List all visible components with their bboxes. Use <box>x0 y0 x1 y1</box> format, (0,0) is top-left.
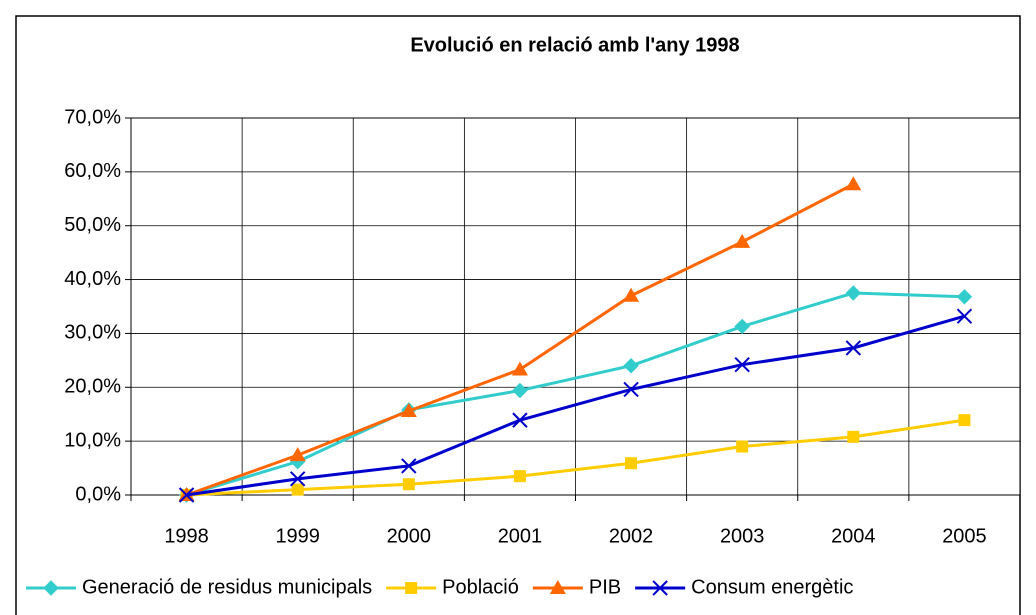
x-tick-label: 2005 <box>942 525 987 547</box>
marker <box>623 287 640 302</box>
marker <box>291 483 304 496</box>
series-line <box>186 291 965 497</box>
x-tick-label: 2002 <box>609 525 654 547</box>
marker <box>289 471 306 487</box>
marker <box>734 233 751 248</box>
chart-title: Evolució en relació amb l'any 1998 <box>410 34 739 56</box>
marker <box>736 440 749 453</box>
marker <box>549 580 566 594</box>
marker <box>956 289 973 305</box>
marker <box>734 356 750 373</box>
y-tick-label: 60,0% <box>64 160 121 182</box>
x-tick-label: 2003 <box>720 525 765 547</box>
x-tick-label: 2004 <box>831 525 876 547</box>
marker <box>845 176 862 191</box>
marker <box>956 308 973 324</box>
marker <box>845 285 862 301</box>
marker <box>511 361 528 376</box>
y-tick-label: 0,0% <box>75 483 121 505</box>
y-tick-label: 70,0% <box>64 106 121 128</box>
legend-item: Consum energètic <box>635 576 853 598</box>
y-tick-label: 50,0% <box>64 214 121 236</box>
marker <box>513 470 526 483</box>
y-tick-label: 30,0% <box>64 322 121 344</box>
series-line <box>186 314 965 497</box>
marker <box>652 580 668 596</box>
x-tick-label: 2000 <box>387 525 432 547</box>
marker <box>958 414 971 427</box>
x-tick-label: 1998 <box>164 525 209 547</box>
y-tick-label: 10,0% <box>64 429 121 451</box>
legend-label: Consum energètic <box>691 576 853 598</box>
marker <box>402 478 415 491</box>
legend-item: Generació de residus municipals <box>26 576 372 598</box>
legend-label: Generació de residus municipals <box>82 576 372 598</box>
y-tick-label: 40,0% <box>64 268 121 290</box>
legend-item: PIB <box>532 576 621 598</box>
x-tick-label: 2001 <box>498 525 543 547</box>
legend-item: Població <box>386 576 519 598</box>
legend-label: PIB <box>589 576 621 598</box>
marker <box>512 382 528 399</box>
marker <box>289 447 306 462</box>
marker <box>43 580 59 596</box>
marker <box>625 457 638 470</box>
marker <box>847 430 860 443</box>
marker <box>623 358 639 374</box>
marker <box>734 318 750 335</box>
legend-label: Població <box>442 576 519 598</box>
marker <box>845 340 862 356</box>
marker <box>178 487 195 503</box>
marker <box>401 458 417 474</box>
x-tick-label: 1999 <box>275 525 320 547</box>
series-line <box>186 418 965 497</box>
marker <box>400 402 417 417</box>
y-tick-label: 20,0% <box>64 376 121 398</box>
marker <box>405 582 418 594</box>
marker <box>623 381 639 398</box>
marker <box>512 412 528 428</box>
